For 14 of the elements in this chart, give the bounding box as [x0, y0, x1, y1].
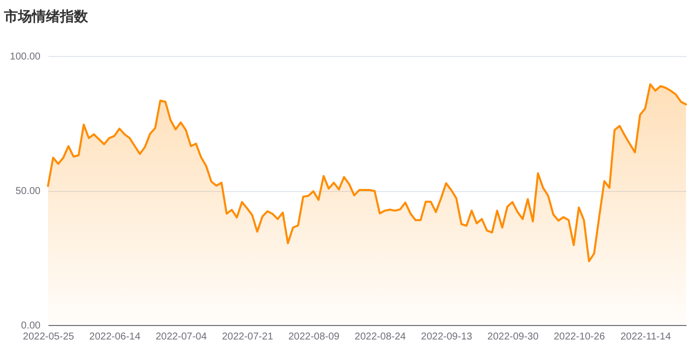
y-tick-label: 50.00: [15, 186, 41, 197]
chart-title: 市场情绪指数: [3, 8, 89, 24]
x-tick-label: 2022-09-13: [421, 332, 473, 342]
x-tick-label: 2022-09-30: [487, 332, 539, 342]
x-tick-label: 2022-07-21: [222, 332, 274, 342]
y-tick-label: 0.00: [21, 320, 41, 332]
x-tick-label: 2022-11-14: [620, 332, 672, 342]
x-tick-label: 2022-06-14: [89, 332, 141, 342]
x-tick-label: 2022-08-24: [354, 332, 406, 342]
x-tick-label: 2022-10-26: [554, 332, 606, 342]
x-tick-label: 2022-05-25: [22, 332, 75, 342]
x-tick-label: 2022-08-09: [288, 332, 340, 342]
y-tick-label: 100.00: [10, 52, 41, 62]
x-tick-label: 2022-07-04: [156, 332, 208, 342]
